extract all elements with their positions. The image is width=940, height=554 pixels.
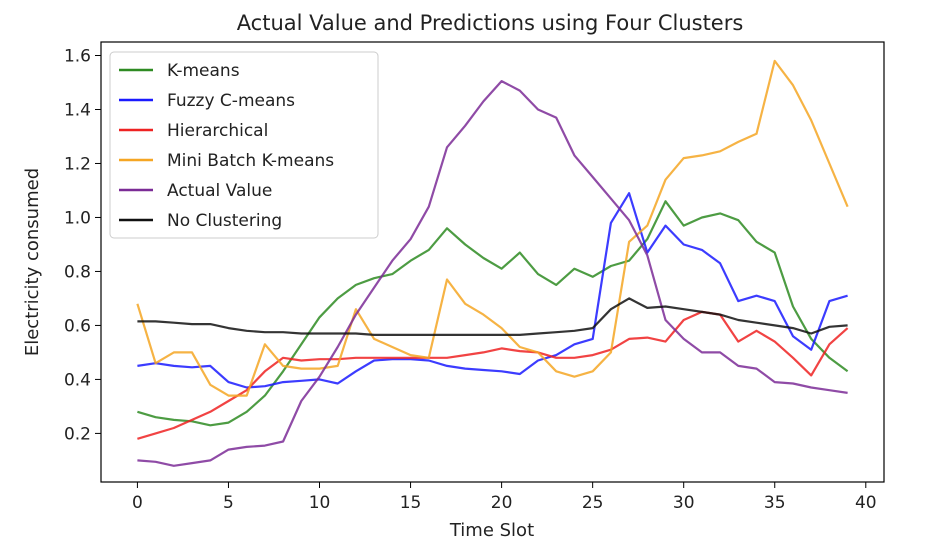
legend-label: K-means xyxy=(167,61,240,81)
y-axis-ticks: 0.2 0.4 0.6 0.8 1.0 1.2 1.4 1.6 xyxy=(64,46,101,444)
x-tick-label: 10 xyxy=(309,493,331,513)
legend-label: Hierarchical xyxy=(167,121,268,141)
x-axis-title: Time Slot xyxy=(449,520,534,541)
series-lines xyxy=(136,59,849,467)
legend: K-means Fuzzy C-means Hierarchical Mini Bat… xyxy=(109,51,379,239)
legend-label: Mini Batch K-means xyxy=(167,151,334,171)
chart-title: Actual Value and Predictions using Four … xyxy=(237,11,744,35)
y-tick-label: 1.4 xyxy=(64,100,91,120)
legend-label: No Clustering xyxy=(167,211,282,231)
x-tick-label: 5 xyxy=(223,493,234,513)
y-tick-label: 0.4 xyxy=(64,370,91,390)
plot-area: 0 5 10 15 20 25 30 35 40 0.2 0.4 0.6 0.8 1.0 1.2 1.4 1.… xyxy=(64,41,885,513)
y-tick-label: 1.0 xyxy=(64,208,91,228)
series-line-no-clustering xyxy=(137,297,848,336)
y-tick-label: 1.2 xyxy=(64,154,91,174)
y-tick-label: 0.8 xyxy=(64,262,91,282)
plot-frame xyxy=(100,41,885,483)
series-line-mini-batch-k-means xyxy=(136,59,849,397)
y-tick-label: 0.6 xyxy=(64,316,91,336)
x-tick-label: 0 xyxy=(132,493,143,513)
y-tick-label: 1.6 xyxy=(64,46,91,66)
series-line-k-means xyxy=(137,200,849,427)
series-line-hierarchical xyxy=(137,310,849,440)
y-axis-title: Electricity consumed xyxy=(22,168,43,356)
x-tick-label: 35 xyxy=(764,493,786,513)
series-line-fuzzy-c-means xyxy=(137,192,848,389)
x-tick-label: 15 xyxy=(400,493,422,513)
legend-label: Actual Value xyxy=(167,181,272,201)
x-tick-label: 20 xyxy=(491,493,513,513)
series-line-actual-value xyxy=(137,79,848,467)
x-tick-label: 25 xyxy=(582,493,604,513)
y-tick-label: 0.2 xyxy=(64,424,91,444)
x-tick-label: 30 xyxy=(673,493,695,513)
x-tick-label: 40 xyxy=(855,493,877,513)
legend-box xyxy=(109,51,379,239)
x-axis-ticks: 0 5 10 15 20 25 30 35 40 xyxy=(132,482,877,513)
legend-label: Fuzzy C-means xyxy=(167,91,295,111)
